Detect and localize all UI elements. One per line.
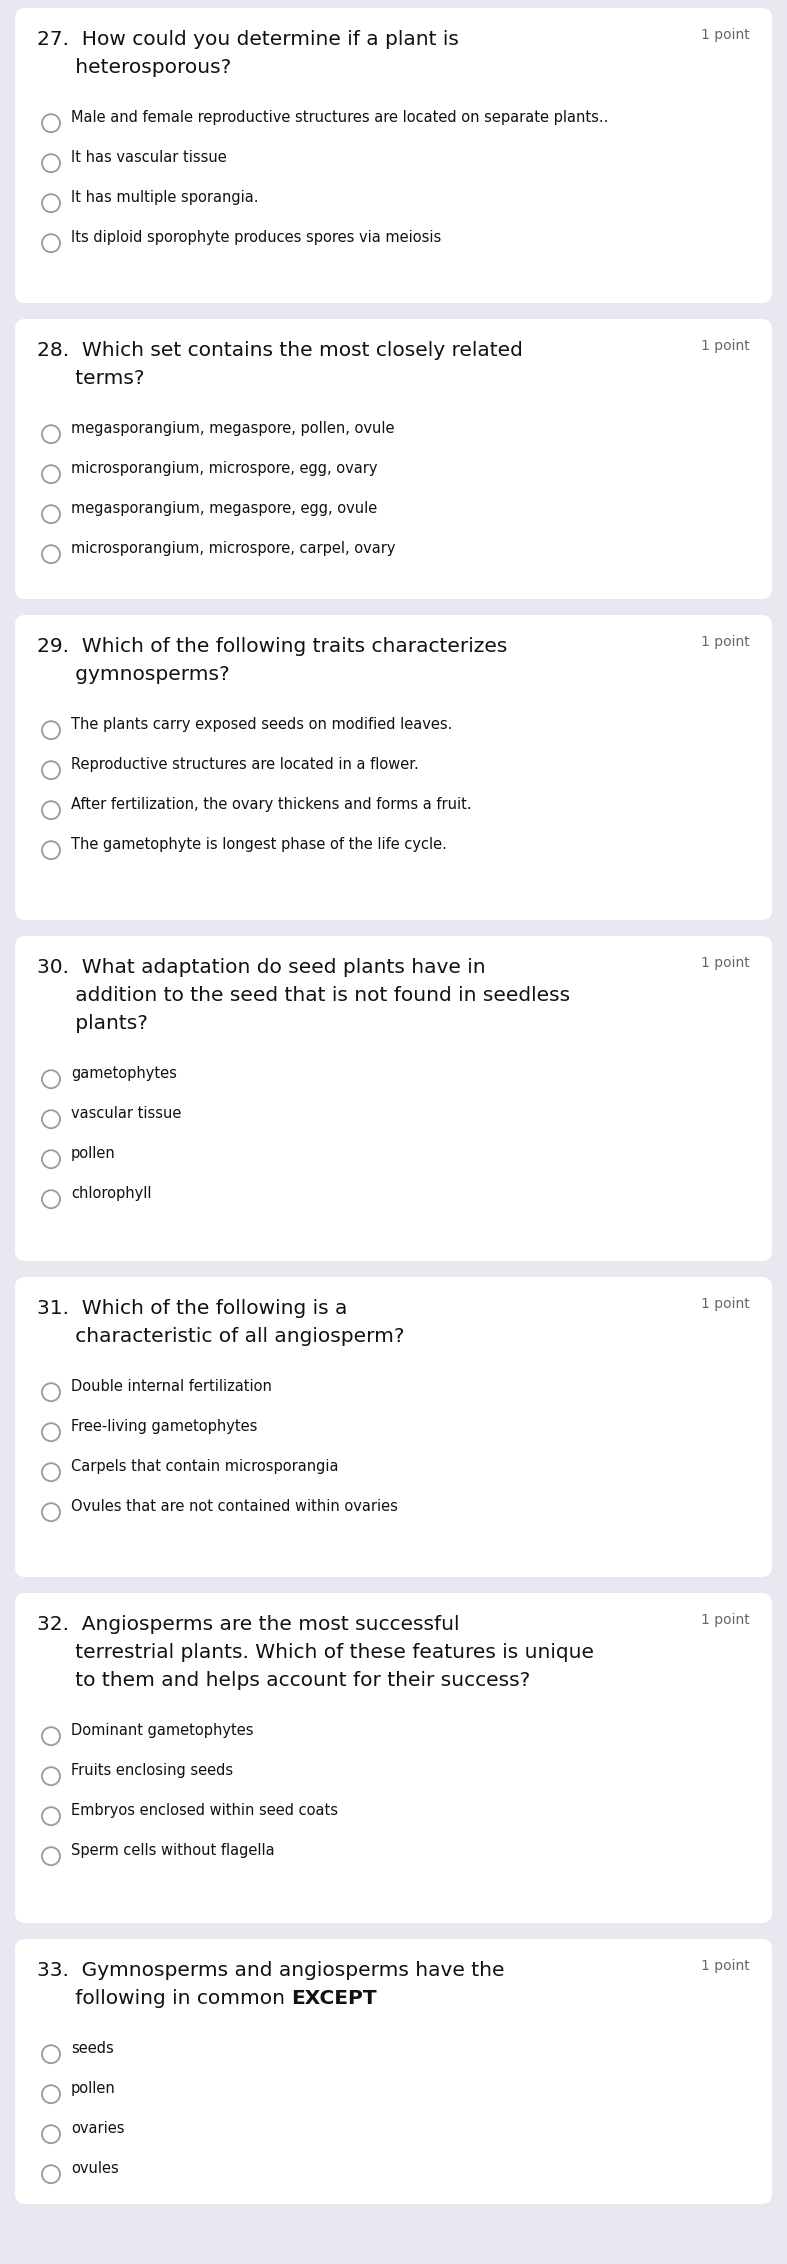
Text: pollen: pollen bbox=[71, 1146, 116, 1161]
Text: Ovules that are not contained within ovaries: Ovules that are not contained within ova… bbox=[71, 1499, 398, 1515]
FancyBboxPatch shape bbox=[15, 9, 772, 303]
Text: 33.  Gymnosperms and angiosperms have the: 33. Gymnosperms and angiosperms have the bbox=[37, 1961, 504, 1981]
Text: It has multiple sporangia.: It has multiple sporangia. bbox=[71, 190, 258, 206]
FancyBboxPatch shape bbox=[15, 319, 772, 600]
Text: It has vascular tissue: It has vascular tissue bbox=[71, 149, 227, 165]
Text: megasporangium, megaspore, pollen, ovule: megasporangium, megaspore, pollen, ovule bbox=[71, 421, 394, 437]
Text: 30.  What adaptation do seed plants have in: 30. What adaptation do seed plants have … bbox=[37, 958, 486, 978]
Text: vascular tissue: vascular tissue bbox=[71, 1107, 181, 1121]
Text: After fertilization, the ovary thickens and forms a fruit.: After fertilization, the ovary thickens … bbox=[71, 797, 471, 813]
Text: Double internal fertilization: Double internal fertilization bbox=[71, 1379, 272, 1395]
Text: microsporangium, microspore, egg, ovary: microsporangium, microspore, egg, ovary bbox=[71, 462, 378, 475]
Text: megasporangium, megaspore, egg, ovule: megasporangium, megaspore, egg, ovule bbox=[71, 500, 377, 516]
Text: ovaries: ovaries bbox=[71, 2121, 124, 2135]
Text: characteristic of all angiosperm?: characteristic of all angiosperm? bbox=[37, 1327, 405, 1347]
Text: pollen: pollen bbox=[71, 2081, 116, 2096]
Text: Its diploid sporophyte produces spores via meiosis: Its diploid sporophyte produces spores v… bbox=[71, 231, 442, 245]
FancyBboxPatch shape bbox=[15, 1938, 772, 2203]
Text: The gametophyte is longest phase of the life cycle.: The gametophyte is longest phase of the … bbox=[71, 838, 447, 851]
Text: chlorophyll: chlorophyll bbox=[71, 1186, 152, 1200]
Text: Dominant gametophytes: Dominant gametophytes bbox=[71, 1723, 253, 1739]
Text: 28.  Which set contains the most closely related: 28. Which set contains the most closely … bbox=[37, 342, 523, 360]
Text: 27.  How could you determine if a plant is: 27. How could you determine if a plant i… bbox=[37, 29, 459, 50]
Text: to them and helps account for their success?: to them and helps account for their succ… bbox=[37, 1671, 530, 1689]
Text: 1 point: 1 point bbox=[701, 955, 750, 969]
Text: EXCEPT: EXCEPT bbox=[291, 1990, 377, 2008]
Text: 31.  Which of the following is a: 31. Which of the following is a bbox=[37, 1300, 347, 1318]
FancyBboxPatch shape bbox=[15, 616, 772, 919]
Text: 1 point: 1 point bbox=[701, 634, 750, 650]
Text: 1 point: 1 point bbox=[701, 1297, 750, 1311]
Text: 29.  Which of the following traits characterizes: 29. Which of the following traits charac… bbox=[37, 636, 508, 657]
FancyBboxPatch shape bbox=[15, 1594, 772, 1922]
Text: Fruits enclosing seeds: Fruits enclosing seeds bbox=[71, 1764, 233, 1777]
Text: Free-living gametophytes: Free-living gametophytes bbox=[71, 1420, 257, 1433]
Text: gymnosperms?: gymnosperms? bbox=[37, 666, 230, 684]
Text: Embryos enclosed within seed coats: Embryos enclosed within seed coats bbox=[71, 1802, 338, 1818]
Text: addition to the seed that is not found in seedless: addition to the seed that is not found i… bbox=[37, 987, 570, 1005]
Text: heterosporous?: heterosporous? bbox=[37, 59, 231, 77]
Text: microsporangium, microspore, carpel, ovary: microsporangium, microspore, carpel, ova… bbox=[71, 541, 396, 557]
Text: gametophytes: gametophytes bbox=[71, 1066, 177, 1080]
Text: following in common: following in common bbox=[37, 1990, 291, 2008]
FancyBboxPatch shape bbox=[15, 935, 772, 1261]
FancyBboxPatch shape bbox=[15, 1277, 772, 1578]
Text: plants?: plants? bbox=[37, 1014, 148, 1032]
Text: 1 point: 1 point bbox=[701, 1612, 750, 1628]
Text: 1 point: 1 point bbox=[701, 340, 750, 353]
Text: 1 point: 1 point bbox=[701, 1958, 750, 1972]
Text: terms?: terms? bbox=[37, 369, 145, 387]
Text: 32.  Angiosperms are the most successful: 32. Angiosperms are the most successful bbox=[37, 1614, 460, 1635]
Text: terrestrial plants. Which of these features is unique: terrestrial plants. Which of these featu… bbox=[37, 1644, 594, 1662]
Text: The plants carry exposed seeds on modified leaves.: The plants carry exposed seeds on modifi… bbox=[71, 718, 453, 731]
Text: Male and female reproductive structures are located on separate plants..: Male and female reproductive structures … bbox=[71, 111, 608, 125]
Text: ovules: ovules bbox=[71, 2162, 119, 2176]
Text: Sperm cells without flagella: Sperm cells without flagella bbox=[71, 1843, 275, 1859]
Text: Carpels that contain microsporangia: Carpels that contain microsporangia bbox=[71, 1458, 338, 1474]
Text: seeds: seeds bbox=[71, 2042, 114, 2056]
Text: 1 point: 1 point bbox=[701, 27, 750, 43]
Text: Reproductive structures are located in a flower.: Reproductive structures are located in a… bbox=[71, 756, 419, 772]
